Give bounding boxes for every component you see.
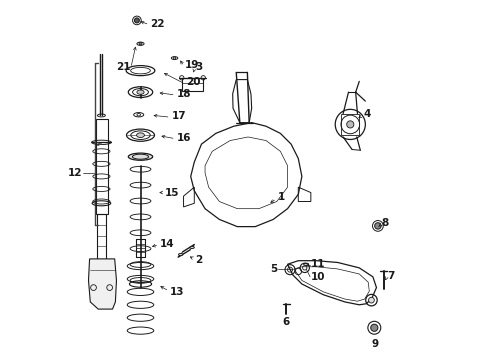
Text: 9: 9	[371, 338, 378, 348]
Text: 7: 7	[386, 271, 394, 281]
Text: 22: 22	[150, 19, 165, 29]
Ellipse shape	[190, 246, 194, 248]
Text: 1: 1	[277, 192, 284, 202]
Text: 15: 15	[164, 188, 179, 198]
Text: 16: 16	[176, 133, 190, 143]
Polygon shape	[88, 259, 116, 309]
Text: 13: 13	[169, 287, 184, 297]
Text: 5: 5	[270, 264, 277, 274]
Text: 6: 6	[282, 317, 289, 327]
Ellipse shape	[137, 90, 144, 94]
Text: 11: 11	[310, 259, 325, 269]
Text: 2: 2	[195, 255, 202, 265]
Text: 21: 21	[116, 62, 130, 72]
Text: 10: 10	[310, 272, 325, 282]
Circle shape	[346, 121, 353, 128]
Ellipse shape	[128, 153, 152, 160]
Text: 3: 3	[195, 62, 202, 72]
Text: 18: 18	[176, 89, 190, 99]
Text: 20: 20	[185, 77, 200, 87]
Text: 4: 4	[363, 109, 370, 119]
Ellipse shape	[136, 133, 144, 138]
Text: 14: 14	[160, 239, 174, 249]
Circle shape	[370, 324, 377, 331]
Text: 17: 17	[171, 111, 185, 121]
Circle shape	[134, 18, 139, 23]
Circle shape	[139, 42, 142, 45]
Text: 8: 8	[381, 218, 388, 228]
Text: 19: 19	[184, 59, 199, 69]
Circle shape	[374, 223, 380, 229]
Circle shape	[368, 297, 373, 303]
Text: 12: 12	[68, 168, 82, 178]
Ellipse shape	[178, 253, 183, 256]
